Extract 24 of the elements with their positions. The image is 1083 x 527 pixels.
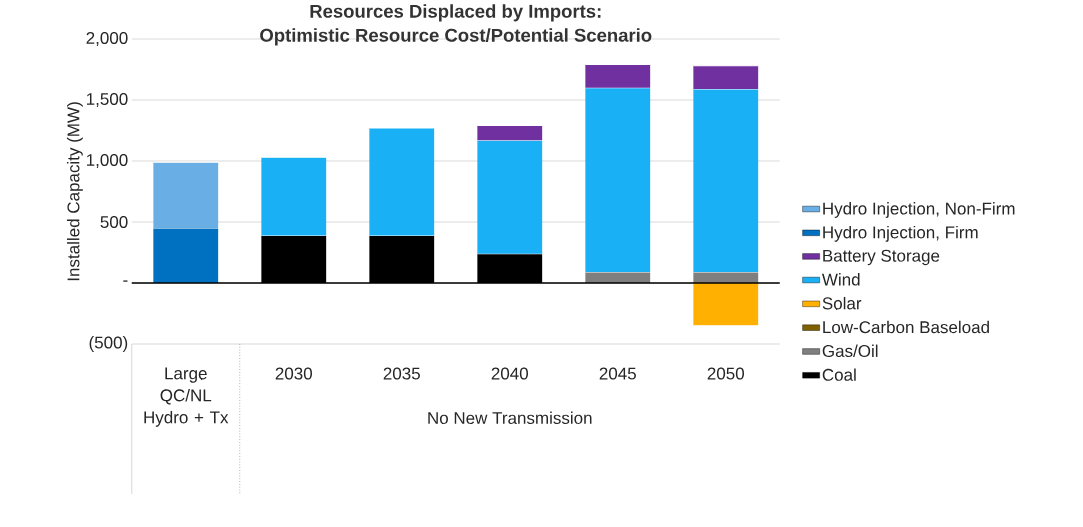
chart-subtitle: Optimistic Resource Cost/Potential Scenario — [260, 28, 652, 46]
legend-label: Coal — [822, 368, 856, 381]
legend-label: Solar — [822, 296, 862, 310]
x-tick-label: 2035 — [383, 367, 420, 380]
x-tick-label: 2040 — [491, 367, 529, 380]
legend-label: Wind — [821, 273, 860, 286]
y-axis-title: Installed Capacity (MW) — [66, 102, 83, 281]
legend-label: Low-Carbon Baseload — [823, 320, 989, 334]
y-tick-label: 1,500 — [86, 92, 128, 108]
x-tick-label: 2030 — [275, 367, 313, 380]
text: No New Transmission — [428, 411, 592, 425]
legend-label: Gas/Oil — [822, 344, 878, 358]
chart-title: Resources Displaced by Imports: — [310, 4, 601, 22]
legend-label: Battery Storage — [823, 249, 940, 266]
x-tick-label: 2045 — [599, 367, 636, 380]
legend-label: Hydro Injection, Non-Firm — [823, 202, 1015, 218]
y-tick-label: (500) — [89, 336, 128, 352]
legend-label: Hydro Injection, Firm — [823, 225, 978, 242]
y-tick-label: 1,000 — [86, 153, 128, 169]
y-tick-label: 500 — [100, 215, 128, 229]
x-tick-label: 2050 — [707, 367, 745, 380]
y-tick-label: 2,000 — [86, 31, 128, 47]
y-tick-label: - — [123, 280, 128, 282]
x-tick-label: Large QC/NL Hydro + Tx — [144, 367, 229, 427]
